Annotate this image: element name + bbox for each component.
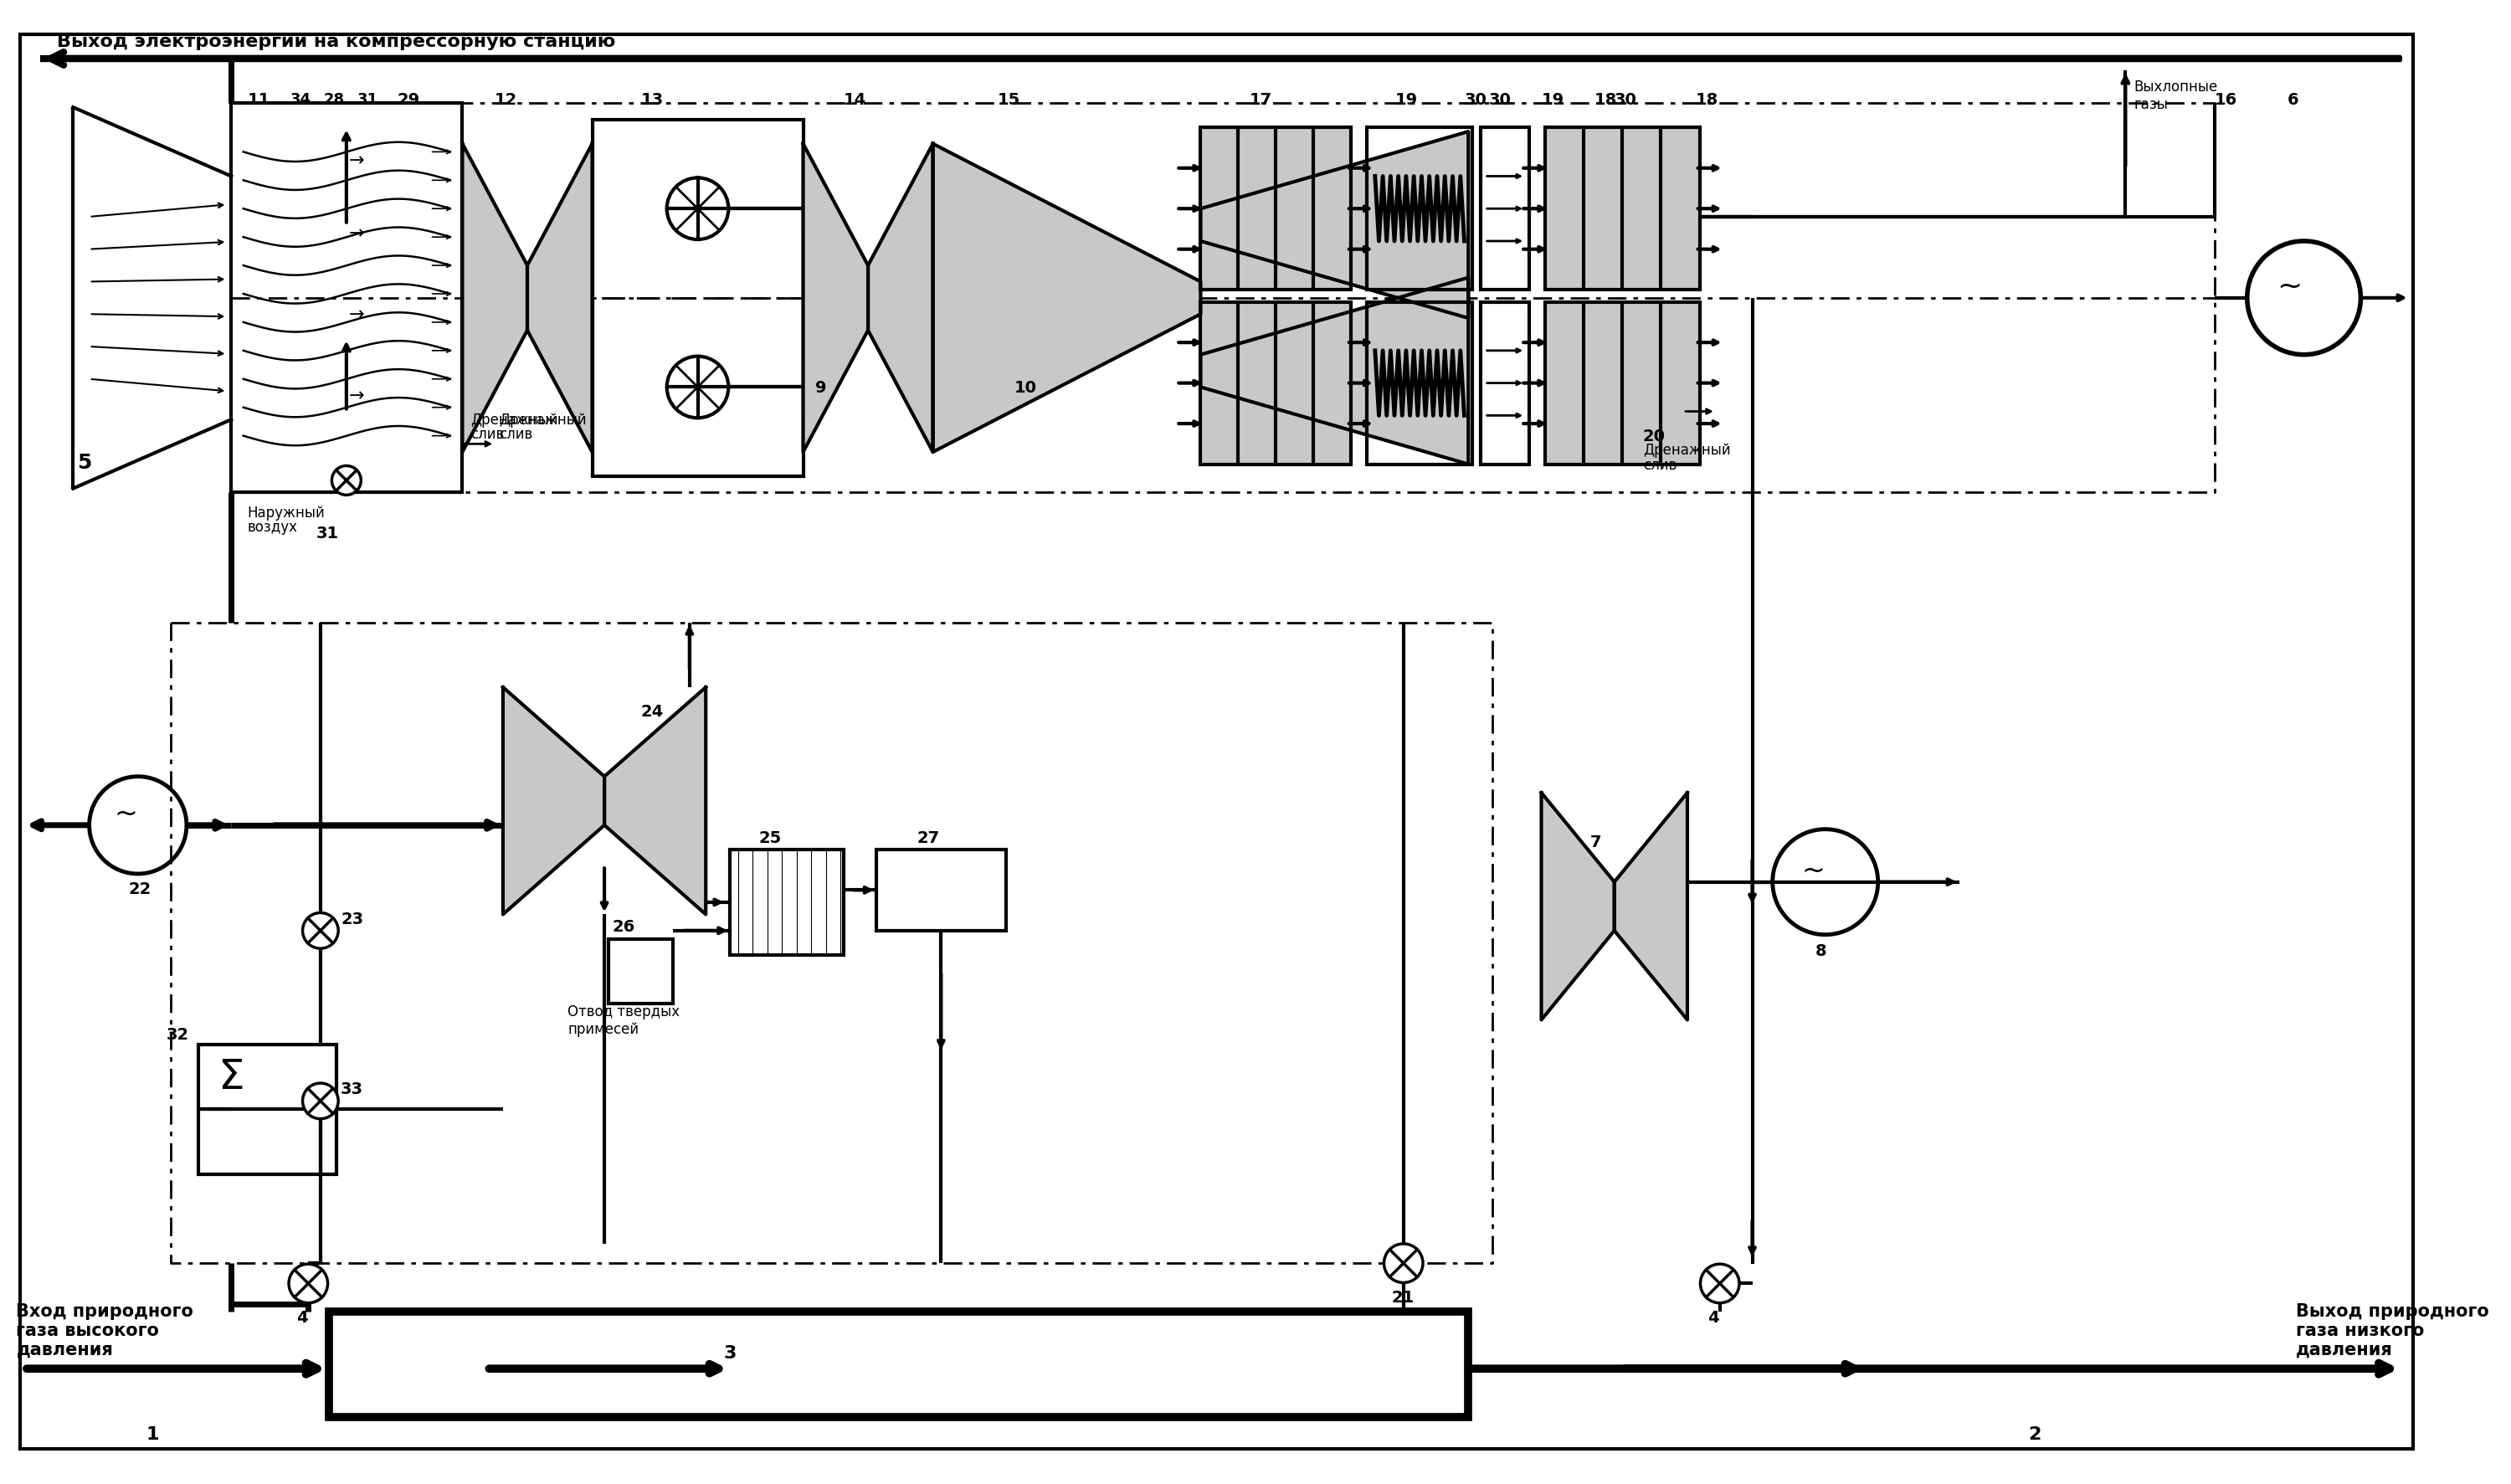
Text: ~: ~	[113, 800, 138, 827]
Circle shape	[1700, 1264, 1740, 1303]
Text: 5: 5	[78, 453, 90, 472]
Text: слив: слив	[500, 426, 532, 442]
Text: 30: 30	[1615, 92, 1637, 108]
Text: 25: 25	[758, 830, 781, 846]
Text: Выхлопные
газы: Выхлопные газы	[2134, 80, 2217, 113]
Circle shape	[304, 913, 339, 948]
Text: 28: 28	[324, 92, 344, 107]
Text: Выход электроэнергии на компрессорную станцию: Выход электроэнергии на компрессорную ст…	[58, 33, 615, 50]
Text: 14: 14	[844, 92, 866, 108]
Bar	[1200, 128, 1351, 291]
Polygon shape	[1544, 128, 1700, 291]
Bar	[731, 850, 844, 956]
Text: 29: 29	[397, 92, 419, 108]
Text: 4: 4	[296, 1309, 306, 1325]
Polygon shape	[462, 144, 527, 453]
Text: 30: 30	[1489, 92, 1512, 108]
Polygon shape	[1200, 278, 1469, 464]
Bar	[1366, 128, 1471, 291]
Bar	[231, 104, 462, 493]
Polygon shape	[1200, 128, 1351, 291]
Circle shape	[668, 178, 728, 240]
Text: 31: 31	[316, 525, 339, 542]
Polygon shape	[1615, 792, 1687, 1020]
Text: 2: 2	[2029, 1426, 2041, 1442]
Polygon shape	[1200, 303, 1351, 464]
Bar	[1544, 303, 1700, 464]
Text: 3: 3	[723, 1345, 736, 1361]
Text: ~: ~	[1800, 856, 1825, 884]
Bar	[1200, 303, 1351, 464]
Bar	[1481, 128, 1529, 291]
Polygon shape	[804, 144, 869, 453]
Text: 30: 30	[1464, 92, 1487, 108]
Text: 33: 33	[341, 1080, 364, 1097]
Bar	[1366, 303, 1471, 464]
Text: 8: 8	[1815, 942, 1828, 959]
Circle shape	[331, 466, 362, 496]
Text: Дренажный: Дренажный	[500, 413, 588, 427]
Text: 1: 1	[146, 1426, 158, 1442]
Text: 13: 13	[640, 92, 663, 108]
Text: Отвод твердых
примесей: Отвод твердых примесей	[567, 1003, 680, 1036]
Text: 12: 12	[495, 92, 517, 108]
Text: 16: 16	[2215, 92, 2237, 108]
Polygon shape	[1542, 792, 1615, 1020]
Bar	[198, 1045, 336, 1174]
Text: 18: 18	[1594, 92, 1617, 108]
Polygon shape	[869, 144, 934, 453]
Circle shape	[304, 1083, 339, 1119]
Bar	[329, 1312, 1469, 1417]
Text: 23: 23	[341, 911, 364, 926]
Text: слив: слив	[1642, 457, 1677, 472]
Polygon shape	[502, 687, 605, 914]
Text: 32: 32	[166, 1027, 188, 1042]
Text: 7: 7	[1589, 834, 1602, 849]
Text: 6: 6	[2288, 92, 2300, 108]
Text: 18: 18	[1695, 92, 1718, 108]
Text: →: →	[349, 153, 364, 169]
Text: 31: 31	[357, 92, 377, 107]
Text: слив: слив	[470, 426, 505, 442]
Polygon shape	[1200, 132, 1469, 319]
Polygon shape	[1544, 303, 1700, 464]
Polygon shape	[934, 144, 1200, 453]
Text: →: →	[349, 387, 364, 405]
Text: 24: 24	[640, 703, 663, 720]
Text: 26: 26	[613, 919, 635, 935]
Text: →: →	[349, 307, 364, 324]
Text: 10: 10	[1014, 380, 1037, 395]
Text: Σ: Σ	[218, 1057, 244, 1097]
Bar	[608, 939, 673, 1003]
Text: 19: 19	[1542, 92, 1564, 108]
Bar	[1481, 303, 1529, 464]
Text: Наружный: Наружный	[249, 505, 324, 521]
Text: 27: 27	[917, 830, 939, 846]
Text: 17: 17	[1250, 92, 1273, 108]
Polygon shape	[527, 144, 593, 453]
Text: Дренажный: Дренажный	[1642, 442, 1730, 459]
Text: воздух: воздух	[249, 519, 299, 534]
Text: Выход природного
газа низкого
давления: Выход природного газа низкого давления	[2295, 1303, 2488, 1358]
Text: 21: 21	[1391, 1290, 1414, 1304]
Bar	[593, 120, 804, 476]
Text: 20: 20	[1642, 429, 1665, 444]
Text: 34: 34	[291, 92, 311, 107]
Text: 11: 11	[249, 92, 271, 108]
Text: 22: 22	[128, 880, 151, 896]
Text: Дренажный: Дренажный	[470, 413, 557, 427]
Text: 19: 19	[1396, 92, 1419, 108]
Text: Вход природного
газа высокого
давления: Вход природного газа высокого давления	[15, 1303, 193, 1358]
Circle shape	[668, 356, 728, 418]
Text: 9: 9	[816, 380, 826, 395]
Bar	[1544, 128, 1700, 291]
Text: →: →	[349, 226, 364, 242]
Text: ~: ~	[2277, 272, 2303, 301]
Text: 15: 15	[997, 92, 1019, 108]
Bar	[876, 850, 1007, 930]
Polygon shape	[605, 687, 706, 914]
Circle shape	[289, 1264, 329, 1303]
Text: 4: 4	[1707, 1309, 1720, 1325]
Circle shape	[1384, 1244, 1424, 1282]
